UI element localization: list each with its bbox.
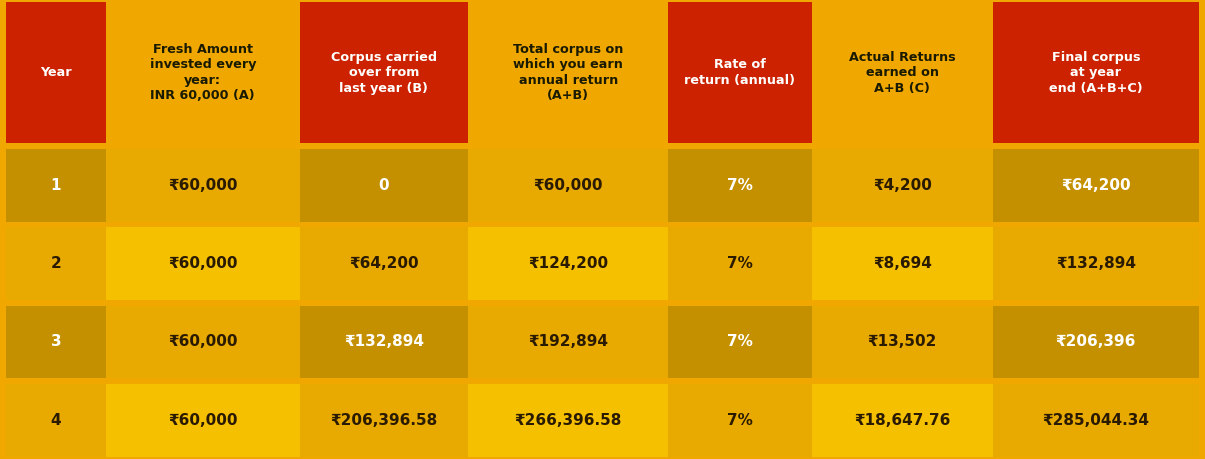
Text: ₹60,000: ₹60,000 [167, 413, 237, 428]
Bar [6, 306, 106, 378]
Bar [106, 384, 300, 457]
Bar [6, 378, 1199, 384]
Text: Total corpus on
which you earn
annual return
(A+B): Total corpus on which you earn annual re… [513, 43, 623, 102]
Text: ₹192,894: ₹192,894 [528, 335, 609, 349]
Bar [668, 384, 812, 457]
Text: ₹206,396.58: ₹206,396.58 [330, 413, 437, 428]
Text: Rate of
return (annual): Rate of return (annual) [684, 58, 795, 87]
Bar [993, 306, 1199, 378]
Text: Corpus carried
over from
last year (B): Corpus carried over from last year (B) [331, 50, 437, 95]
Text: ₹206,396: ₹206,396 [1056, 335, 1136, 349]
Text: 3: 3 [51, 335, 61, 349]
Bar [6, 149, 106, 222]
Text: Actual Returns
earned on
A+B (C): Actual Returns earned on A+B (C) [850, 50, 956, 95]
Bar [6, 384, 106, 457]
Text: 7%: 7% [727, 178, 753, 193]
Bar [993, 227, 1199, 300]
Text: Final corpus
at year
end (A+B+C): Final corpus at year end (A+B+C) [1050, 50, 1142, 95]
Text: ₹124,200: ₹124,200 [528, 256, 609, 271]
Bar [993, 2, 1199, 143]
Bar [300, 384, 469, 457]
Bar [469, 2, 668, 143]
Text: ₹4,200: ₹4,200 [872, 178, 931, 193]
Bar [668, 149, 812, 222]
Bar [300, 149, 469, 222]
Bar [300, 227, 469, 300]
Bar [106, 227, 300, 300]
Text: ₹60,000: ₹60,000 [534, 178, 602, 193]
Bar [106, 149, 300, 222]
Text: 7%: 7% [727, 413, 753, 428]
Bar [6, 300, 1199, 306]
Text: 1: 1 [51, 178, 61, 193]
Bar [6, 2, 106, 143]
Text: 7%: 7% [727, 256, 753, 271]
Bar [812, 384, 993, 457]
Text: 7%: 7% [727, 335, 753, 349]
Bar [812, 227, 993, 300]
Text: ₹285,044.34: ₹285,044.34 [1042, 413, 1150, 428]
Text: ₹60,000: ₹60,000 [167, 178, 237, 193]
Text: ₹132,894: ₹132,894 [1056, 256, 1136, 271]
Text: ₹64,200: ₹64,200 [1062, 178, 1130, 193]
Text: ₹132,894: ₹132,894 [343, 335, 424, 349]
Text: Fresh Amount
invested every
year:
INR 60,000 (A): Fresh Amount invested every year: INR 60… [149, 43, 255, 102]
Text: 4: 4 [51, 413, 61, 428]
Bar [469, 149, 668, 222]
Bar [469, 306, 668, 378]
Text: ₹13,502: ₹13,502 [868, 335, 937, 349]
Bar [668, 306, 812, 378]
Bar [6, 222, 1199, 227]
Text: ₹60,000: ₹60,000 [167, 335, 237, 349]
Bar [6, 227, 106, 300]
Text: ₹266,396.58: ₹266,396.58 [515, 413, 622, 428]
Bar [668, 227, 812, 300]
Text: 2: 2 [51, 256, 61, 271]
Bar [993, 384, 1199, 457]
Bar [668, 2, 812, 143]
Text: ₹8,694: ₹8,694 [872, 256, 931, 271]
Text: ₹64,200: ₹64,200 [349, 256, 418, 271]
Bar [812, 2, 993, 143]
Bar [993, 149, 1199, 222]
Text: ₹60,000: ₹60,000 [167, 256, 237, 271]
Text: 0: 0 [378, 178, 389, 193]
Bar [469, 227, 668, 300]
Bar [106, 2, 300, 143]
Bar [812, 149, 993, 222]
Bar [300, 2, 469, 143]
Bar [812, 306, 993, 378]
Text: Year: Year [40, 66, 72, 79]
Bar [469, 384, 668, 457]
Bar [106, 306, 300, 378]
Text: ₹18,647.76: ₹18,647.76 [854, 413, 951, 428]
Bar [300, 306, 469, 378]
Bar [6, 143, 1199, 149]
